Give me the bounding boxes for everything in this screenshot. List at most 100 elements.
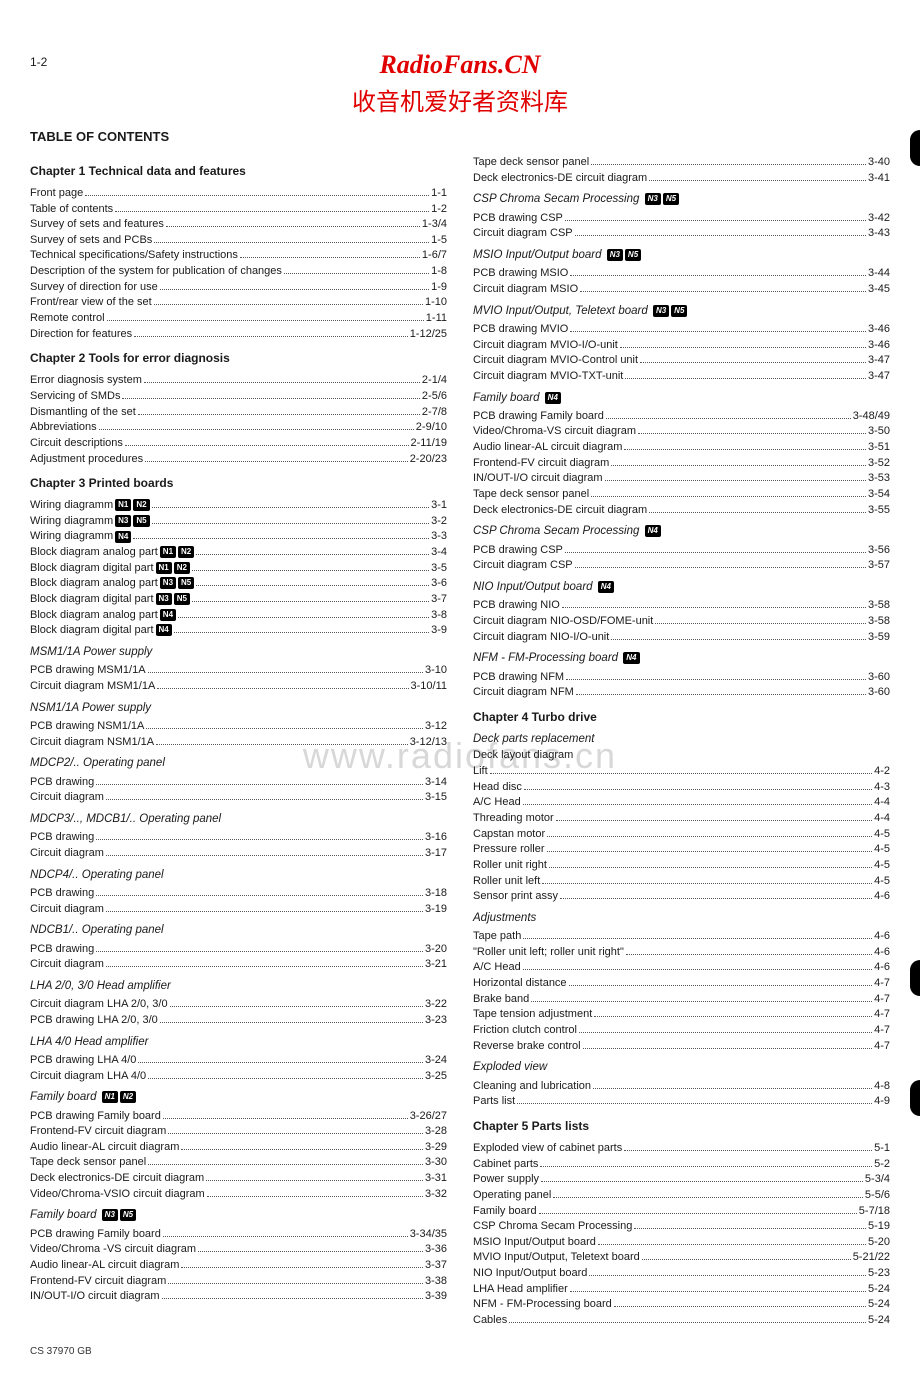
leader-dots bbox=[549, 857, 872, 868]
version-badge: N2 bbox=[120, 1091, 136, 1103]
leader-dots bbox=[524, 779, 872, 790]
toc-entry: Audio linear-AL circuit diagram3-29 bbox=[30, 1139, 447, 1155]
entry-page: 3-58 bbox=[868, 615, 890, 629]
toc-entry: Description of the system for publicatio… bbox=[30, 263, 447, 279]
toc-entry: Circuit diagram3-17 bbox=[30, 845, 447, 861]
leader-dots bbox=[547, 841, 873, 852]
entry-page: 3-46 bbox=[868, 323, 890, 337]
entry-page: 4-6 bbox=[874, 946, 890, 960]
entry-title: Table of contents bbox=[30, 203, 113, 217]
entry-page: 4-2 bbox=[874, 765, 890, 779]
entry-title: Error diagnosis system bbox=[30, 374, 142, 388]
entry-title: Pressure roller bbox=[473, 843, 545, 857]
toc-entry: Wiring diagrammN43-3 bbox=[30, 529, 447, 545]
leader-dots bbox=[148, 1155, 423, 1166]
version-badge: N2 bbox=[178, 546, 194, 558]
entry-title: A/C Head bbox=[473, 796, 521, 810]
section-subhead: Exploded view bbox=[473, 1060, 890, 1074]
watermark-title: RadioFans.CN bbox=[30, 50, 890, 80]
entry-page: 3-54 bbox=[868, 488, 890, 502]
leader-dots bbox=[148, 1068, 423, 1079]
entry-title: Frontend-FV circuit diagram bbox=[473, 457, 609, 471]
toc-entry: Lift4-2 bbox=[473, 763, 890, 779]
entry-page: 3-44 bbox=[868, 267, 890, 281]
entry-page: 3-25 bbox=[425, 1070, 447, 1084]
entry-title: Circuit diagram NSM1/1A bbox=[30, 736, 154, 750]
entry-title: Tape path bbox=[473, 930, 521, 944]
entry-title: Capstan motor bbox=[473, 828, 545, 842]
entry-page: 1-8 bbox=[431, 265, 447, 279]
entry-page: 5-7/18 bbox=[859, 1205, 890, 1219]
entry-title: Tape deck sensor panel bbox=[473, 488, 589, 502]
entry-title: CSP Chroma Secam Processing bbox=[473, 1220, 632, 1234]
entry-page: 3-32 bbox=[425, 1188, 447, 1202]
leader-dots bbox=[133, 529, 429, 540]
toc-entry: Wiring diagrammN3N53-2 bbox=[30, 513, 447, 529]
entry-page: 3-17 bbox=[425, 847, 447, 861]
leader-dots bbox=[576, 684, 866, 695]
entry-page: 3-6 bbox=[431, 577, 447, 591]
entry-page: 4-6 bbox=[874, 890, 890, 904]
entry-title: Deck electronics-DE circuit diagram bbox=[473, 172, 647, 186]
section-subhead: Family board N4 bbox=[473, 391, 890, 405]
toc-entry: PCB drawing MSM1/1A3-10 bbox=[30, 662, 447, 678]
toc-entry: Circuit diagram3-15 bbox=[30, 789, 447, 805]
toc-entry: Frontend-FV circuit diagram3-28 bbox=[30, 1123, 447, 1139]
entry-page: 5-24 bbox=[868, 1314, 890, 1328]
entry-page: 1-5 bbox=[431, 234, 447, 248]
entry-title: Block diagram digital partN3N5 bbox=[30, 593, 190, 607]
entry-page: 3-48/49 bbox=[853, 410, 890, 424]
toc-entry: PCB drawing LHA 4/0 3-24 bbox=[30, 1052, 447, 1068]
entry-page: 3-24 bbox=[425, 1054, 447, 1068]
toc-entry: PCB drawing3-20 bbox=[30, 941, 447, 957]
entry-title: Horizontal distance bbox=[473, 977, 567, 991]
toc-entry: Friction clutch control4-7 bbox=[473, 1022, 890, 1038]
entry-title: Front/rear view of the set bbox=[30, 296, 152, 310]
leader-dots bbox=[96, 774, 423, 785]
leader-dots bbox=[160, 1012, 423, 1023]
leader-dots bbox=[96, 885, 423, 896]
leader-dots bbox=[162, 1288, 423, 1299]
entry-title: LHA Head amplifier bbox=[473, 1283, 568, 1297]
toc-entry: Circuit diagram LHA 2/0, 3/03-22 bbox=[30, 996, 447, 1012]
leader-dots bbox=[624, 1140, 872, 1151]
entry-page: 3-52 bbox=[868, 457, 890, 471]
leader-dots bbox=[614, 1296, 866, 1307]
toc-entry: PCB drawing3-14 bbox=[30, 774, 447, 790]
leader-dots bbox=[560, 888, 872, 899]
leader-dots bbox=[85, 185, 429, 196]
entry-title: PCB drawing LHA 2/0, 3/0 bbox=[30, 1014, 158, 1028]
entry-title: Audio linear-AL circuit diagram bbox=[473, 441, 622, 455]
entry-page: 2-9/10 bbox=[416, 421, 447, 435]
entry-title: PCB drawing LHA 4/0 bbox=[30, 1054, 136, 1068]
version-badge: N4 bbox=[645, 525, 661, 537]
toc-entry: Cleaning and lubrication4-8 bbox=[473, 1078, 890, 1094]
toc-entry: Survey of sets and features1-3/4 bbox=[30, 216, 447, 232]
entry-page: 3-46 bbox=[868, 339, 890, 353]
toc-entry: PCB drawing NIO3-58 bbox=[473, 597, 890, 613]
toc-entry: Circuit diagram3-19 bbox=[30, 901, 447, 917]
entry-page: 3-20 bbox=[425, 943, 447, 957]
leader-dots bbox=[156, 734, 408, 745]
entry-page: 3-37 bbox=[425, 1259, 447, 1273]
leader-dots bbox=[181, 1139, 423, 1150]
entry-page: 2-11/19 bbox=[411, 437, 448, 451]
version-badge: N3 bbox=[156, 593, 172, 605]
leader-dots bbox=[594, 1006, 872, 1017]
leader-dots bbox=[570, 1281, 866, 1292]
right-column: Tape deck sensor panel3-40Deck electroni… bbox=[473, 154, 890, 1328]
leader-dots bbox=[591, 486, 866, 497]
entry-title: Video/Chroma-VS circuit diagram bbox=[473, 425, 636, 439]
toc-entry: Audio linear-AL circuit diagram3-37 bbox=[30, 1257, 447, 1273]
leader-dots bbox=[517, 1093, 872, 1104]
leader-dots bbox=[649, 502, 866, 513]
entry-page: 3-60 bbox=[868, 671, 890, 685]
toc-entry: Roller unit right4-5 bbox=[473, 857, 890, 873]
entry-title: Family board bbox=[473, 1205, 537, 1219]
version-badge: N4 bbox=[623, 652, 639, 664]
entry-title: Circuit diagram NFM bbox=[473, 686, 574, 700]
entry-title: PCB drawing bbox=[30, 776, 94, 790]
leader-dots bbox=[166, 216, 420, 227]
entry-page: 4-7 bbox=[874, 1008, 890, 1022]
leader-dots bbox=[170, 996, 423, 1007]
